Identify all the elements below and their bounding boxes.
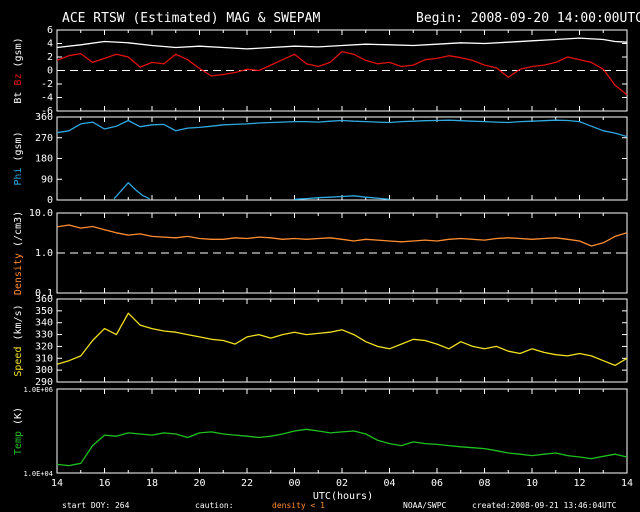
- series-line-phi-0: [56, 119, 628, 138]
- y-axis-label-part: (km/s): [13, 304, 24, 346]
- y-tick-label: 310: [35, 353, 53, 364]
- y-tick-label: 360: [35, 112, 53, 123]
- series-line-density-0: [56, 224, 628, 247]
- x-tick-label: 04: [383, 478, 395, 489]
- series-line-phi-2: [294, 195, 390, 200]
- y-tick-label: 0: [47, 195, 53, 206]
- x-tick-label: 20: [193, 478, 205, 489]
- y-axis-label-part: (K): [13, 407, 24, 431]
- series-line-mag-b-1: [56, 50, 628, 96]
- panel-mag-b: 6 4 2 0 -2 -4 -6 Bt Bz (gsm): [13, 25, 628, 117]
- data-source: NOAA/SWPC: [403, 501, 447, 510]
- x-tick-label: 12: [573, 478, 585, 489]
- x-axis: 14 16 18 20 22 00 02 04 06 08 10 12 14: [51, 478, 633, 489]
- y-tick-label: -6: [41, 106, 53, 117]
- y-tick-label: 0.1: [35, 288, 53, 299]
- series-line-temp-0: [56, 428, 628, 467]
- x-tick-label: 14: [51, 478, 63, 489]
- start-doy: start DOY: 264: [62, 501, 130, 510]
- y-tick-label: 360: [35, 294, 53, 305]
- x-tick-label: 14: [621, 478, 633, 489]
- y-tick-label: -4: [41, 93, 53, 104]
- y-axis-label-temp: Temp (K): [13, 407, 24, 455]
- y-tick-label: 180: [35, 154, 53, 165]
- y-axis-label-part: Density: [13, 253, 24, 295]
- x-tick-label: 08: [478, 478, 490, 489]
- y-tick-label: 320: [35, 341, 53, 352]
- panel-phi: 360 270 180 90 0 Phi (gsm): [13, 112, 628, 206]
- x-tick-label: 16: [98, 478, 110, 489]
- panel-density: 10.0 1.0 0.1 Density (/cm3): [13, 208, 628, 299]
- y-axis-label-part: Bz: [13, 74, 24, 92]
- panel-temp: 1.0E+06 1.0E+04 Temp (K): [13, 386, 628, 478]
- y-axis-label-part: (/cm3): [13, 211, 24, 253]
- y-tick-label: 2: [47, 52, 53, 63]
- y-axis-label-speed: Speed (km/s): [13, 304, 24, 376]
- panel-frame: [56, 388, 628, 474]
- y-tick-label: 330: [35, 330, 53, 341]
- panels: 6 4 2 0 -2 -4 -6 Bt Bz (gsm) 360 270 180 90 0 Phi (gs…: [13, 25, 628, 478]
- y-axis-label-phi: Phi (gsm): [13, 131, 24, 185]
- y-tick-label: 90: [41, 174, 53, 185]
- y-axis-label-part: Speed: [13, 347, 24, 377]
- x-tick-label: 22: [241, 478, 253, 489]
- y-tick-label: 10.0: [29, 208, 53, 219]
- y-axis-label-mag-b: Bt Bz (gsm): [13, 37, 24, 103]
- x-tick-label: 10: [526, 478, 538, 489]
- x-tick-label: 18: [146, 478, 158, 489]
- x-tick-label: 02: [336, 478, 348, 489]
- y-tick-label: 290: [35, 377, 53, 388]
- y-tick-label: 270: [35, 133, 53, 144]
- series-line-speed-0: [56, 312, 628, 367]
- panel-frame: [56, 298, 628, 383]
- y-tick-label: 6: [47, 25, 53, 36]
- y-axis-label-part: Temp: [13, 431, 24, 455]
- y-tick-label: -2: [41, 79, 53, 90]
- series-line-mag-b-0: [56, 37, 628, 50]
- x-axis-label: UTC(hours): [313, 491, 373, 502]
- x-tick-label: 00: [288, 478, 300, 489]
- x-tick-label: 06: [431, 478, 443, 489]
- created-time: created:2008-09-21 13:46:04UTC: [472, 501, 617, 510]
- y-axis-label-density: Density (/cm3): [13, 211, 24, 295]
- y-tick-label: 350: [35, 306, 53, 317]
- y-tick-label: 300: [35, 365, 53, 376]
- y-tick-label: 4: [47, 39, 53, 50]
- y-axis-label-part: (gsm): [13, 37, 24, 73]
- begin-time: Begin: 2008-09-20 14:00:00UTC: [416, 11, 640, 26]
- y-tick-label: 1.0E+04: [23, 470, 53, 478]
- density-note: density < 1: [272, 501, 325, 510]
- y-axis-label-part: Phi: [13, 168, 24, 186]
- caution-label: caution:: [195, 501, 234, 510]
- y-axis-label-part: (gsm): [13, 131, 24, 167]
- chart-title: ACE RTSW (Estimated) MAG & SWEPAM: [62, 11, 320, 26]
- y-tick-label: 1.0: [35, 248, 53, 259]
- y-axis-label-part: Bt: [13, 92, 24, 104]
- y-tick-label: 340: [35, 318, 53, 329]
- y-tick-label: 0: [47, 66, 53, 77]
- panel-frame: [56, 116, 628, 201]
- y-tick-label: 1.0E+06: [23, 386, 53, 394]
- series-line-phi-1: [113, 182, 150, 200]
